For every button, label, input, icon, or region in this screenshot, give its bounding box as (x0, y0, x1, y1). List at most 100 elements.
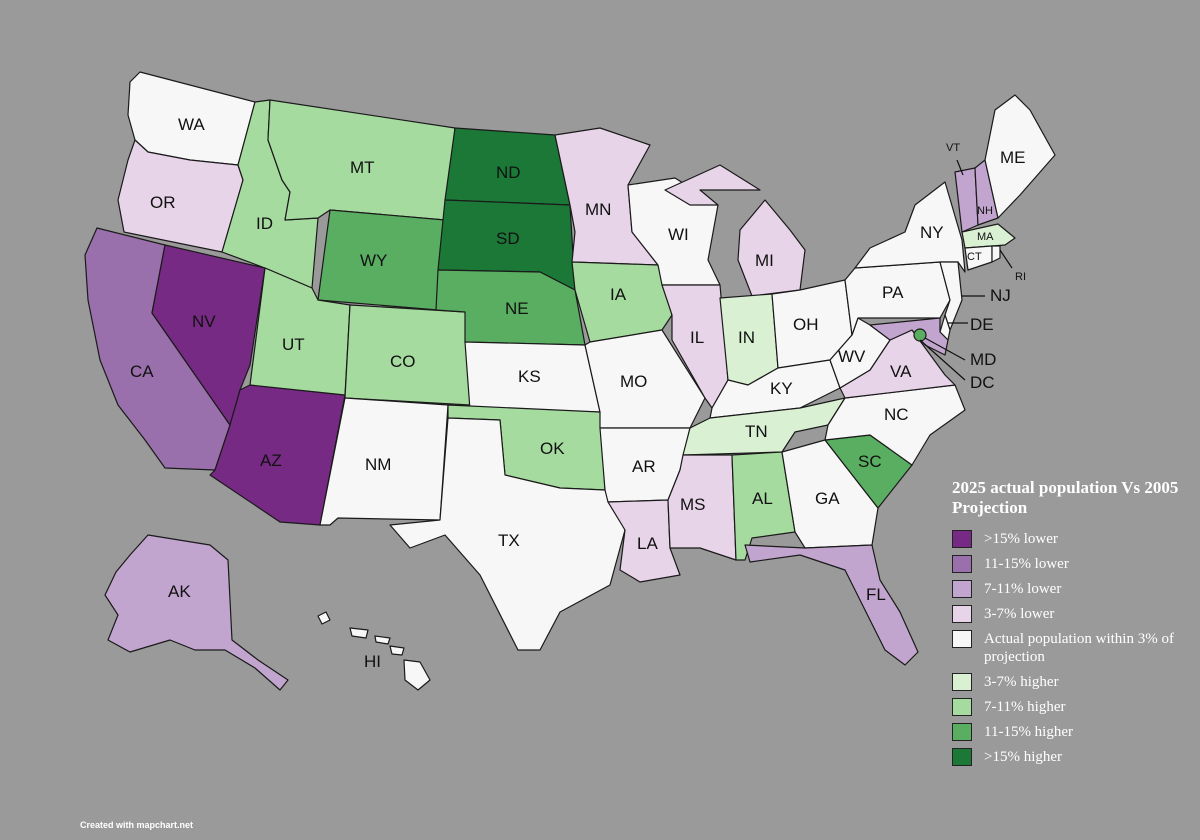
state-fl[interactable] (744, 544, 919, 666)
label-nm: NM (365, 455, 391, 474)
label-wy: WY (360, 251, 387, 270)
label-vt: VT (946, 142, 960, 154)
label-al: AL (752, 489, 773, 508)
legend-item: Actual population within 3% of projectio… (952, 630, 1192, 666)
legend-label: 11-15% higher (984, 724, 1074, 740)
label-nc: NC (884, 405, 909, 424)
legend-rows: >15% lower 11-15% lower 7-11% lower 3-7% lo… (952, 530, 1192, 766)
label-me: ME (1000, 148, 1026, 167)
legend-swatch (952, 530, 972, 548)
legend-label: 11-15% lower (984, 556, 1069, 572)
legend-label: >15% lower (984, 531, 1058, 547)
legend-label: 3-7% higher (984, 674, 1059, 690)
label-ms: MS (680, 495, 706, 514)
state-ny[interactable] (854, 181, 966, 273)
label-or: OR (150, 193, 176, 212)
state-ak[interactable] (104, 534, 289, 691)
state-ri[interactable] (991, 245, 1001, 263)
state-hi-4[interactable] (389, 645, 405, 656)
legend: 2025 actual population Vs 2005 Projectio… (952, 478, 1192, 773)
legend-swatch (952, 605, 972, 623)
label-va: VA (890, 362, 912, 381)
label-ct: CT (967, 251, 982, 263)
label-leader-lines (919, 159, 1013, 381)
state-hi-3[interactable] (374, 635, 391, 645)
legend-item: >15% higher (952, 748, 1192, 766)
label-ky: KY (770, 379, 793, 398)
label-wa: WA (178, 115, 205, 134)
state-hi-1[interactable] (317, 611, 331, 625)
state-tx[interactable] (389, 417, 626, 651)
legend-label: >15% higher (984, 749, 1063, 765)
legend-label: 7-11% higher (984, 699, 1066, 715)
state-dc[interactable] (913, 328, 927, 342)
legend-item: 3-7% higher (952, 673, 1192, 691)
legend-title: 2025 actual population Vs 2005 Projectio… (952, 478, 1179, 517)
label-ak: AK (168, 582, 191, 601)
legend-item: 7-11% higher (952, 698, 1192, 716)
state-hi-2[interactable] (349, 627, 369, 639)
label-mo: MO (620, 372, 647, 391)
label-ne: NE (505, 299, 529, 318)
label-hi: HI (364, 652, 381, 671)
state-labels: WA OR CA NV AZ ID MT WY UT CO NM ND SD N… (130, 115, 1026, 671)
label-ar: AR (632, 457, 656, 476)
label-ks: KS (518, 367, 541, 386)
legend-swatch (952, 748, 972, 766)
label-de: DE (970, 315, 994, 334)
label-ia: IA (610, 285, 627, 304)
label-ri: RI (1015, 271, 1026, 283)
state-ma[interactable] (961, 223, 1016, 249)
label-wi: WI (668, 225, 689, 244)
legend-item: 11-15% lower (952, 555, 1192, 573)
state-nc[interactable] (824, 384, 966, 466)
legend-item: 7-11% lower (952, 580, 1192, 598)
label-az: AZ (260, 451, 282, 470)
label-pa: PA (882, 283, 904, 302)
label-oh: OH (793, 315, 819, 334)
label-il: IL (690, 328, 704, 347)
label-mi: MI (755, 251, 774, 270)
label-md: MD (970, 350, 996, 369)
legend-label: Actual population within 3% of projectio… (984, 631, 1174, 665)
label-mn: MN (585, 200, 611, 219)
state-mi-lower[interactable] (737, 199, 806, 297)
label-ga: GA (815, 489, 840, 508)
legend-swatch (952, 673, 972, 691)
state-me[interactable] (984, 94, 1056, 219)
legend-item: 11-15% higher (952, 723, 1192, 741)
state-hi-5[interactable] (403, 659, 431, 691)
label-tn: TN (745, 422, 768, 441)
label-sc: SC (858, 452, 882, 471)
legend-swatch (952, 630, 972, 648)
label-ny: NY (920, 223, 944, 242)
label-dc: DC (970, 373, 995, 392)
state-md[interactable] (869, 317, 949, 356)
label-nh: NH (977, 205, 993, 217)
label-id: ID (256, 214, 273, 233)
legend-item: >15% lower (952, 530, 1192, 548)
label-nv: NV (192, 312, 216, 331)
label-ut: UT (282, 335, 305, 354)
label-sd: SD (496, 229, 520, 248)
label-wv: WV (838, 347, 866, 366)
legend-swatch (952, 698, 972, 716)
state-vt[interactable] (954, 167, 979, 233)
legend-label: 7-11% lower (984, 581, 1062, 597)
label-mt: MT (350, 158, 375, 177)
label-tx: TX (498, 531, 520, 550)
label-nd: ND (496, 163, 521, 182)
label-co: CO (390, 352, 416, 371)
legend-swatch (952, 723, 972, 741)
state-mi[interactable] (664, 164, 761, 206)
label-in: IN (738, 328, 755, 347)
label-la: LA (637, 534, 658, 553)
label-nj: NJ (990, 286, 1011, 305)
hawaii-islands (317, 611, 431, 691)
legend-label: 3-7% lower (984, 606, 1055, 622)
label-fl: FL (866, 585, 886, 604)
legend-item: 3-7% lower (952, 605, 1192, 623)
legend-swatch (952, 580, 972, 598)
